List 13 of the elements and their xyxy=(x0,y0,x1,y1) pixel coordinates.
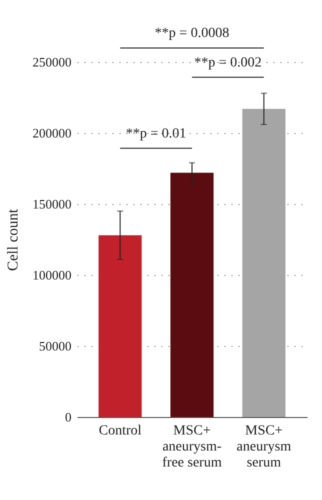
y-tick-label: 150000 xyxy=(32,196,72,212)
x-tick-label: Control xyxy=(98,424,142,438)
y-tick-label: 100000 xyxy=(32,268,72,282)
annotation: **p = 0.01 xyxy=(126,126,186,142)
y-tick-label: 200000 xyxy=(32,126,72,140)
x-tick-label: MSC+ aneurysm-free serum xyxy=(162,424,222,470)
x-tick-label: MSC+ aneurysm serum xyxy=(236,424,292,470)
y-tick-label: 0 xyxy=(65,410,72,424)
annotation: **p = 0.002 xyxy=(194,55,262,70)
y-tick-label: 50000 xyxy=(39,338,72,354)
y-axis-title: Cell count xyxy=(6,208,22,272)
y-tick-label: 250000 xyxy=(32,54,72,70)
text: **p = 0.0008 xyxy=(154,26,230,41)
